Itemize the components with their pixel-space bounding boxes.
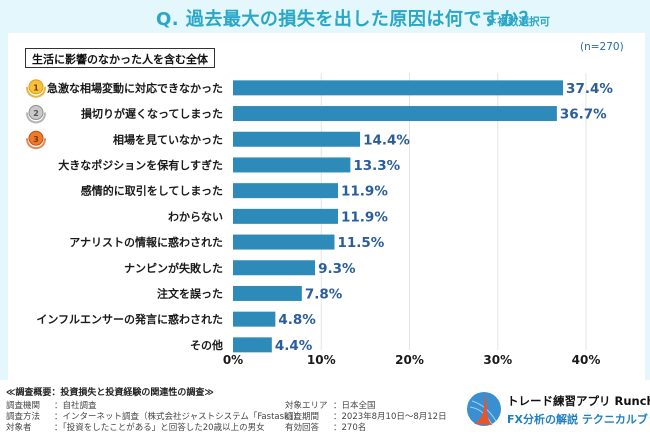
value-label: 36.7% — [560, 107, 607, 123]
survey-row: 対象エリア ：日本全国 — [285, 399, 376, 411]
chart-title: Q. 過去最大の損失を出した原因は何ですか？ — [156, 9, 538, 30]
bar — [233, 157, 351, 173]
value-label: 4.4% — [275, 338, 313, 354]
multiple-choice-note: ＊複数選択可 — [487, 16, 550, 28]
survey-key: 調査期間 — [285, 412, 320, 422]
bar — [233, 208, 339, 224]
value-label: 9.3% — [318, 261, 356, 277]
category-label: ナンピンが失敗した — [124, 261, 223, 275]
bar — [233, 131, 361, 147]
survey-key: 調査機関 — [6, 401, 41, 411]
value-label: 14.4% — [363, 132, 410, 148]
bar — [233, 337, 272, 353]
bar — [233, 80, 564, 96]
bar — [233, 106, 557, 122]
sample-size: (n=270) — [580, 41, 624, 53]
bar-chart: 急激な相場変動に対応できなかった損切りが遅くなってしまった相場を見ていなかった大… — [26, 73, 614, 367]
x-axis-ticks: 0% 10% 20% 30% 40% — [223, 353, 601, 367]
category-labels: 急激な相場変動に対応できなかった損切りが遅くなってしまった相場を見ていなかった大… — [36, 81, 223, 352]
value-label: 11.9% — [341, 209, 388, 225]
value-label: 37.4% — [566, 81, 613, 97]
survey-value: ：2023年8月10日～8月12日 — [333, 412, 447, 422]
svg-text:3: 3 — [33, 135, 39, 144]
survey-key: 調査方法 — [6, 412, 41, 422]
survey-row: 調査機関 ：自社調査 — [6, 399, 97, 411]
bar — [233, 260, 316, 276]
survey-heading: ≪調査概要：投資損失と投資経験の関連性の調査≫ — [6, 388, 214, 398]
category-label: アナリストの情報に惑わされた — [69, 235, 223, 249]
category-label: 大きなポジションを保有しすぎた — [58, 158, 223, 172]
survey-value: ：270名 — [333, 423, 367, 433]
runcha-logo-icon — [467, 392, 501, 426]
bar — [233, 311, 276, 327]
category-label: 急激な相場変動に対応できなかった — [47, 81, 223, 95]
survey-value: ：自社調査 — [54, 401, 97, 411]
title-banner: Q. 過去最大の損失を出した原因は何ですか？ ＊複数選択可 — [0, 0, 650, 33]
svg-text:1: 1 — [33, 83, 39, 92]
survey-row: 調査方法 ：インターネット調査（株式会社ジャストシステム「Fastask」） — [6, 410, 302, 422]
bar — [233, 234, 335, 250]
bars — [233, 80, 564, 353]
survey-row: 調査期間 ：2023年8月10日～8月12日 — [285, 410, 447, 422]
brand-tagline: FX分析の解説 テクニカルブック — [507, 413, 650, 426]
survey-footer: ≪調査概要：投資損失と投資経験の関連性の調査≫ 調査機関 ：自社調査 調査方法 ：イ… — [0, 380, 650, 434]
silver-medal-icon: 2 — [26, 105, 46, 124]
value-label: 4.8% — [278, 312, 316, 328]
category-label: その他 — [190, 338, 223, 352]
brand-name: トレード練習アプリ Runcha — [507, 394, 650, 408]
bar — [233, 285, 302, 301]
svg-text:2: 2 — [33, 109, 39, 118]
gold-medal-icon: 1 — [26, 79, 46, 98]
bar — [233, 183, 339, 199]
category-label: わからない — [168, 210, 223, 223]
x-tick-label: 0% — [223, 353, 243, 367]
value-label: 7.8% — [305, 286, 343, 302]
value-labels: 37.4% 36.7% 14.4% 13.3% 11.9% 11.9% 11.5% 9.3% 7… — [275, 81, 614, 354]
value-label: 13.3% — [353, 158, 400, 174]
survey-row: 有効回答 ：270名 — [285, 421, 366, 433]
survey-value: ：インターネット調査（株式会社ジャストシステム「Fastask」） — [54, 412, 302, 422]
category-label: 注文を誤った — [157, 286, 223, 300]
survey-key: 対象者 — [6, 423, 32, 433]
category-label: 相場を見ていなかった — [113, 132, 223, 146]
value-label: 11.9% — [341, 184, 388, 200]
x-tick-label: 40% — [572, 353, 601, 367]
category-label: インフルエンサーの発言に惑わされた — [36, 312, 223, 326]
category-label: 損切りが遅くなってしまった — [81, 107, 223, 121]
survey-key: 有効回答 — [285, 423, 320, 433]
x-tick-label: 20% — [395, 353, 424, 367]
survey-value: ：日本全国 — [333, 401, 376, 411]
category-label: 感情的に取引をしてしまった — [81, 184, 223, 198]
x-tick-label: 30% — [483, 353, 512, 367]
survey-value: ：「投資をしたことがある」と回答した20歳以上の男女 — [54, 423, 265, 433]
x-tick-label: 10% — [307, 353, 336, 367]
rank-medals: 1 2 3 — [26, 79, 46, 150]
scope-label: 生活に影響のなかった人を含む全体 — [25, 48, 215, 68]
bronze-medal-icon: 3 — [26, 130, 46, 150]
survey-row: 対象者 ：「投資をしたことがある」と回答した20歳以上の男女 — [6, 421, 265, 433]
survey-key: 対象エリア — [285, 401, 328, 411]
value-label: 11.5% — [337, 235, 384, 251]
